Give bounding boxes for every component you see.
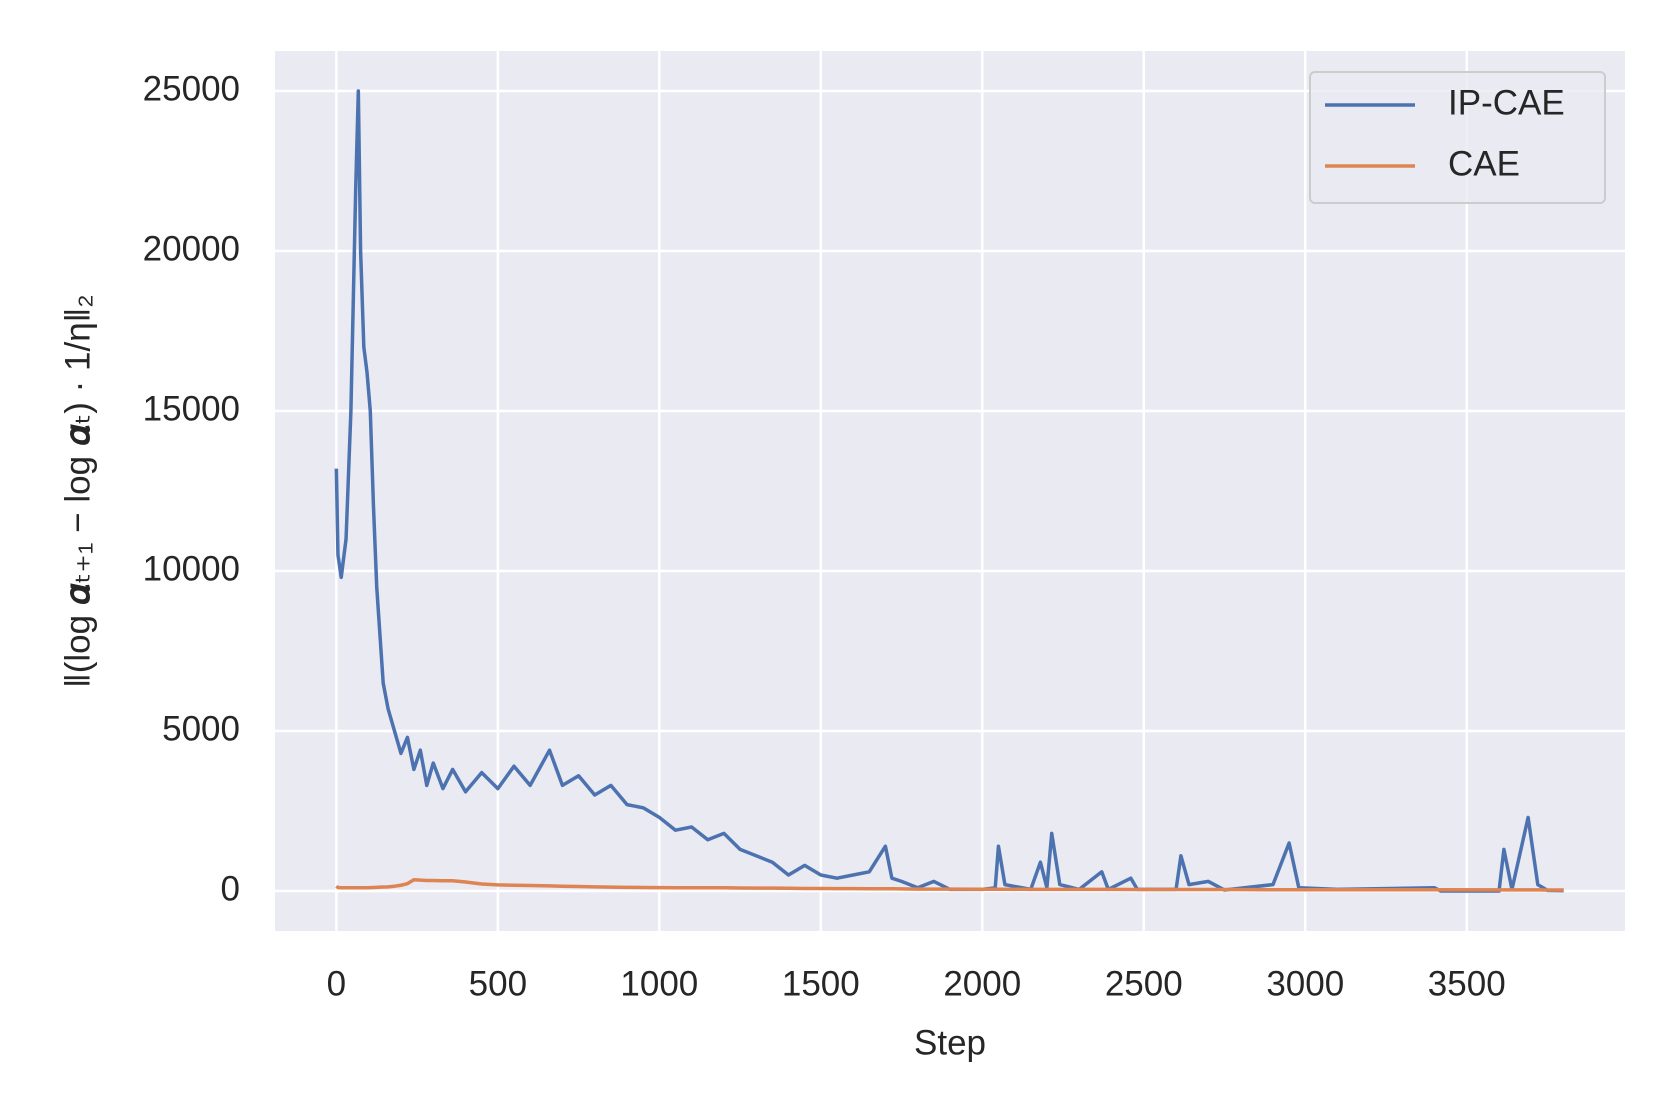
line: [335, 878, 1564, 892]
line: [334, 89, 1564, 893]
y-tick-label: 15000: [143, 389, 240, 428]
x-axis-label: Step: [914, 1023, 986, 1062]
x-tick-label: 1500: [782, 964, 860, 1003]
x-tick-label: 2000: [943, 964, 1021, 1003]
y-tick-label: 0: [221, 869, 240, 908]
legend-label: IP-CAE: [1448, 83, 1565, 122]
x-tick-label: 0: [327, 964, 346, 1003]
y-tick-label: 10000: [143, 549, 240, 588]
y-tick-label: 5000: [162, 709, 240, 748]
x-tick-label: 3500: [1428, 964, 1506, 1003]
y-axis-label: ‖(log 𝜶ₜ₊₁ − log 𝜶ₜ) · 1/η‖₂: [58, 294, 97, 688]
y-tick-label: 25000: [143, 69, 240, 108]
legend-label: CAE: [1448, 144, 1520, 183]
y-tick-label: 20000: [143, 229, 240, 268]
x-tick-label: 500: [469, 964, 527, 1003]
x-tick-label: 3000: [1266, 964, 1344, 1003]
x-tick-label: 2500: [1105, 964, 1183, 1003]
x-tick-label: 1000: [620, 964, 698, 1003]
